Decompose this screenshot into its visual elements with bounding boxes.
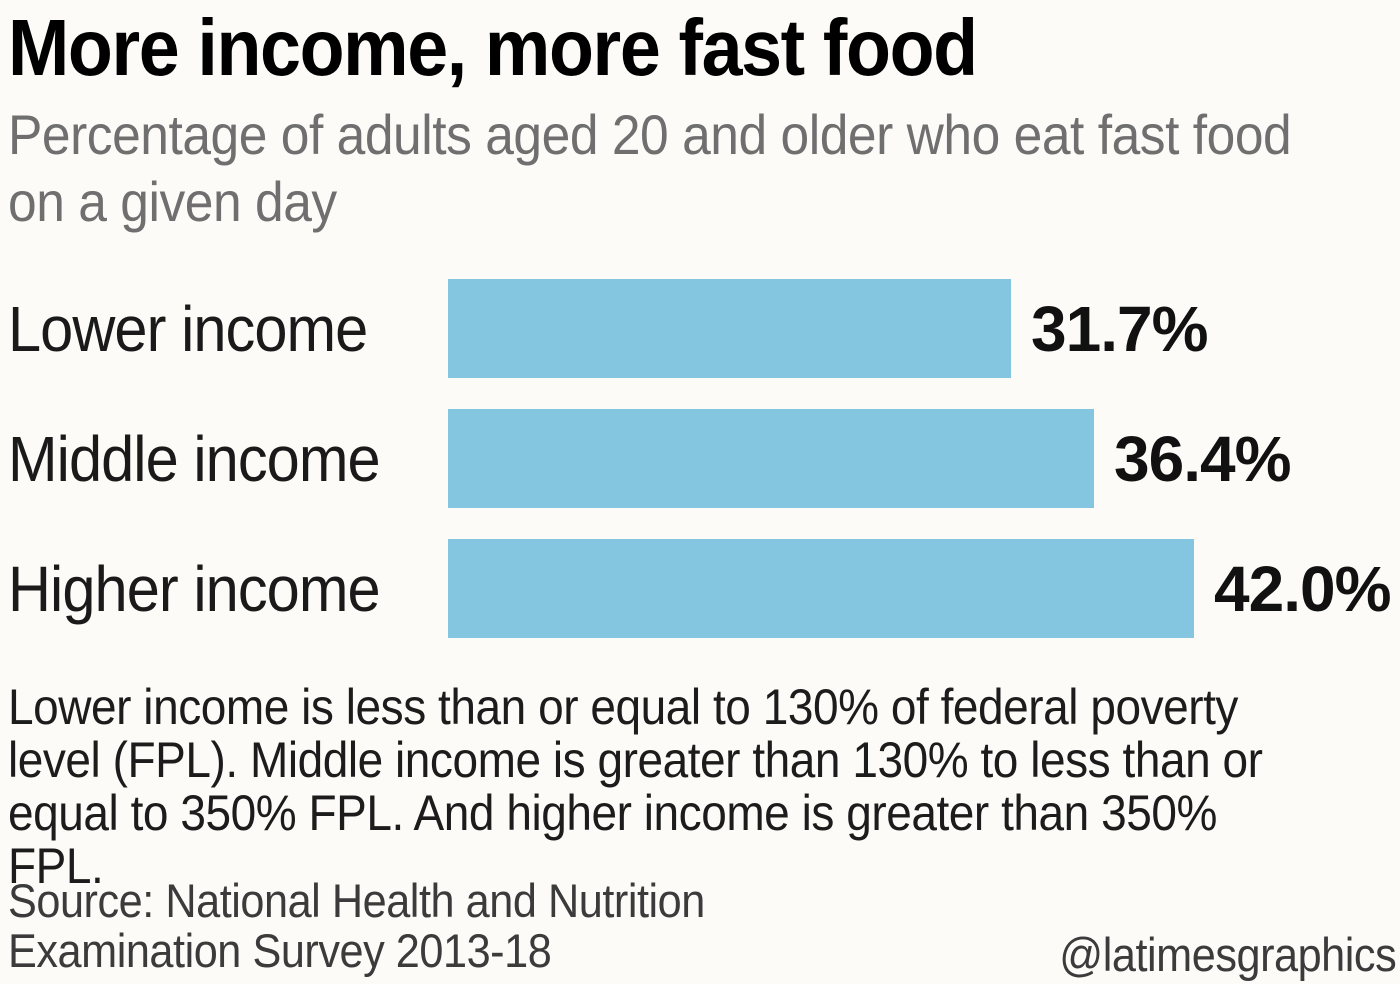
bar-value: 31.7%	[1031, 292, 1208, 365]
bar-label: Lower income	[8, 292, 368, 365]
bar	[448, 409, 1094, 508]
source-line-2: Examination Survey 2013-18	[8, 924, 552, 977]
bar-value: 36.4%	[1114, 422, 1291, 495]
bar	[448, 279, 1011, 378]
bar-chart: Lower income 31.7% Middle income 36.4% H…	[8, 279, 1398, 638]
source-line: Source: National Health and Nutrition Exa…	[8, 876, 705, 976]
footnote: Lower income is less than or equal to 13…	[8, 679, 1263, 894]
credit-handle: @latimesgraphics	[1059, 928, 1396, 981]
chart-subtitle: Percentage of adults aged 20 and older w…	[8, 103, 1292, 233]
bar-row-higher-income: Higher income 42.0%	[8, 539, 1398, 638]
bar-row-middle-income: Middle income 36.4%	[8, 409, 1398, 508]
source-line-1: Source: National Health and Nutrition	[8, 874, 705, 927]
chart-title: More income, more fast food	[8, 3, 978, 92]
bar-value: 42.0%	[1214, 552, 1391, 625]
bar	[448, 539, 1194, 638]
bar-label: Higher income	[8, 552, 381, 625]
bar-label: Middle income	[8, 422, 381, 495]
bar-row-lower-income: Lower income 31.7%	[8, 279, 1398, 378]
